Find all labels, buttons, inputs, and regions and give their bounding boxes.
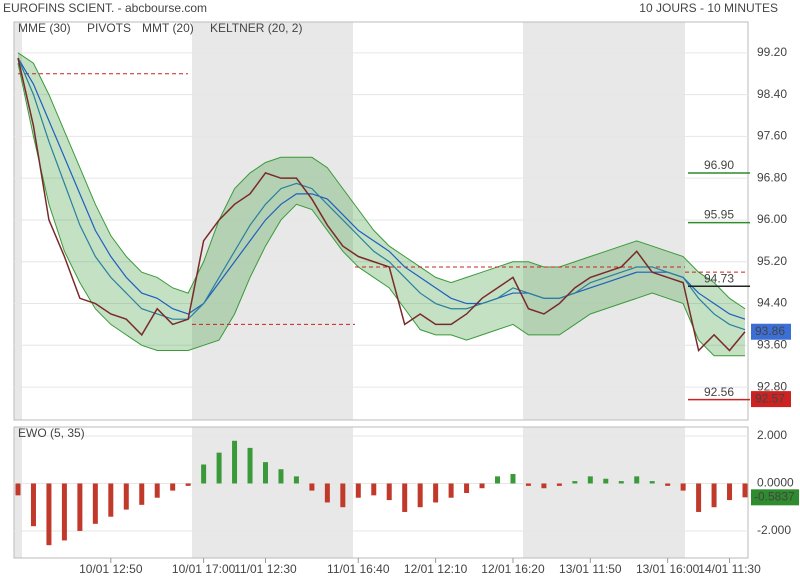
price-tag-label: 93.86 <box>755 324 785 338</box>
moving-average <box>17 57 746 331</box>
ewo-bar <box>201 464 207 484</box>
y-tick-label: 96.80 <box>757 170 787 184</box>
ewo-bar <box>417 483 423 508</box>
keltner-band <box>18 52 745 356</box>
ewo-bar <box>464 483 470 493</box>
ewo-bar <box>324 483 330 503</box>
y-tick-label: 94.40 <box>757 296 787 310</box>
legend-entry: PIVOTS <box>87 21 131 35</box>
ewo-bar <box>92 483 98 524</box>
x-tick-label: 12/01 16:20 <box>481 562 545 576</box>
ewo-bar <box>123 483 129 510</box>
x-tick-label: 13/01 16:00 <box>636 562 700 576</box>
x-tick-label: 10/01 17:00 <box>172 562 236 576</box>
ewo-bar <box>247 447 253 484</box>
level-label: 95.95 <box>704 208 734 222</box>
keltner-line <box>17 52 746 310</box>
price-tag <box>751 391 791 408</box>
ewo-bar <box>696 483 702 512</box>
legend-entry: KELTNER (20, 2) <box>210 21 302 35</box>
ewo-bar <box>216 452 222 484</box>
ewo-bar <box>15 483 21 496</box>
x-tick-label: 11/01 12:30 <box>234 562 297 576</box>
price-tag-label: 92.57 <box>755 391 785 405</box>
session-shade <box>14 22 22 420</box>
ewo-bar <box>711 483 717 508</box>
level-label: 92.56 <box>704 385 734 399</box>
y-tick-label: 97.60 <box>757 129 787 143</box>
y-tick-label: 93.60 <box>757 337 787 351</box>
ewo-bar <box>309 483 315 491</box>
ewo-bar <box>634 476 640 484</box>
ewo-bar <box>541 483 547 489</box>
ewo-bar <box>433 483 439 503</box>
y-tick-label: -2.000 <box>757 523 791 537</box>
y-tick-label: 95.20 <box>757 254 787 268</box>
y-tick-label: 96.00 <box>757 212 787 226</box>
ewo-bar <box>649 481 655 484</box>
ewo-bar <box>61 483 67 541</box>
ewo-bar <box>572 481 578 484</box>
y-tick-label: 92.80 <box>757 379 787 393</box>
level-label: 96.90 <box>704 158 734 172</box>
legend-entry: MMT (20) <box>142 21 194 35</box>
session-shade <box>523 427 685 558</box>
ewo-bar <box>232 440 238 484</box>
ewo-bar <box>618 481 624 484</box>
ewo-bar <box>185 483 191 486</box>
x-tick-label: 13/01 11:50 <box>559 562 622 576</box>
ewo-bar <box>510 473 516 484</box>
y-tick-label: 2.000 <box>757 428 787 442</box>
ewo-bar <box>139 483 145 505</box>
price-tag <box>751 323 791 340</box>
y-tick-label: 98.40 <box>757 87 787 101</box>
moving-average <box>17 57 746 320</box>
x-tick-label: 14/01 11:30 <box>698 562 761 576</box>
price-line <box>17 57 746 353</box>
ewo-bar <box>587 476 593 484</box>
keltner-line <box>17 63 745 357</box>
ewo-bar <box>293 476 299 484</box>
ewo-bar <box>108 483 114 517</box>
ewo-bar <box>30 483 36 527</box>
y-tick-label: 0.0000 <box>757 476 794 490</box>
ewo-bar <box>448 483 454 498</box>
ewo-bar <box>154 483 160 498</box>
ewo-bar <box>46 483 52 546</box>
ewo-bar <box>525 483 531 486</box>
legend-entry: MME (30) <box>18 21 71 35</box>
page-title: EUROFINS SCIENT. - abcbourse.com <box>3 1 207 15</box>
ewo-bar <box>665 483 671 486</box>
ewo-bar <box>386 483 392 501</box>
price-frame <box>13 21 749 421</box>
ewo-frame <box>13 426 749 559</box>
ewo-bar <box>355 483 361 498</box>
ewo-bar <box>278 469 284 484</box>
ewo-bar <box>402 483 408 512</box>
price-tag-label: -0.5837 <box>754 490 795 504</box>
indicator-title: EWO (5, 35) <box>18 426 85 440</box>
y-tick-label: 99.20 <box>757 45 787 59</box>
x-tick-label: 11/01 16:40 <box>327 562 390 576</box>
x-tick-label: 12/01 12:10 <box>404 562 468 576</box>
session-shade <box>523 22 685 420</box>
ewo-bar <box>371 483 377 496</box>
ewo-bar <box>603 478 609 484</box>
level-label: 94.73 <box>704 271 734 285</box>
ewo-bar <box>556 483 562 486</box>
ewo-bar <box>742 483 748 498</box>
x-tick-label: 10/01 12:50 <box>79 562 143 576</box>
period: 10 JOURS - 10 MINUTES <box>639 1 778 15</box>
ewo-bar <box>495 476 501 484</box>
sessions <box>14 22 685 558</box>
ewo-bar <box>680 483 686 491</box>
ewo-bar <box>727 483 733 501</box>
ewo-bar <box>77 483 83 531</box>
ewo-bar <box>340 483 346 508</box>
ewo-bar <box>262 462 268 484</box>
ewo-bar <box>479 483 485 489</box>
ewo-bar <box>170 483 176 491</box>
price-tag <box>751 489 799 506</box>
